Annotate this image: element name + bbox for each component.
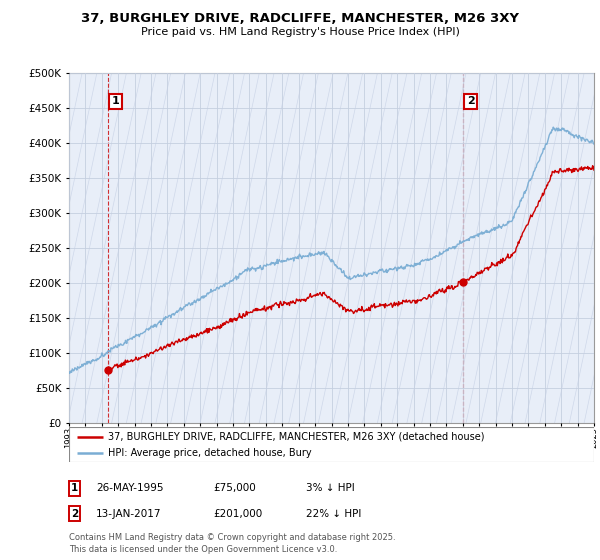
Text: 1: 1 (112, 96, 119, 106)
Text: £75,000: £75,000 (213, 483, 256, 493)
FancyBboxPatch shape (69, 427, 594, 462)
Text: 1: 1 (71, 483, 78, 493)
Text: 37, BURGHLEY DRIVE, RADCLIFFE, MANCHESTER, M26 3XY: 37, BURGHLEY DRIVE, RADCLIFFE, MANCHESTE… (81, 12, 519, 25)
Text: 13-JAN-2017: 13-JAN-2017 (96, 508, 161, 519)
Text: 22% ↓ HPI: 22% ↓ HPI (306, 508, 361, 519)
Text: 2: 2 (71, 508, 78, 519)
Text: 3% ↓ HPI: 3% ↓ HPI (306, 483, 355, 493)
Text: 37, BURGHLEY DRIVE, RADCLIFFE, MANCHESTER, M26 3XY (detached house): 37, BURGHLEY DRIVE, RADCLIFFE, MANCHESTE… (109, 432, 485, 442)
Text: £201,000: £201,000 (213, 508, 262, 519)
Text: Price paid vs. HM Land Registry's House Price Index (HPI): Price paid vs. HM Land Registry's House … (140, 27, 460, 37)
Text: 2: 2 (467, 96, 475, 106)
Text: 26-MAY-1995: 26-MAY-1995 (96, 483, 163, 493)
Text: HPI: Average price, detached house, Bury: HPI: Average price, detached house, Bury (109, 449, 312, 458)
Text: Contains HM Land Registry data © Crown copyright and database right 2025.
This d: Contains HM Land Registry data © Crown c… (69, 533, 395, 554)
